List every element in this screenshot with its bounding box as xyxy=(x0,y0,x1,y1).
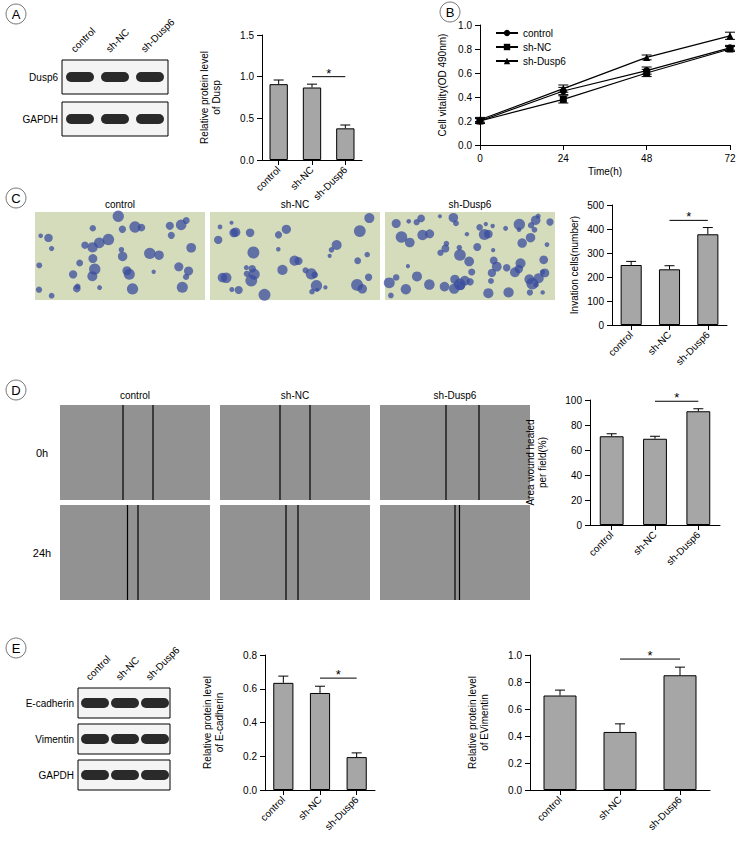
svg-text:200: 200 xyxy=(587,272,604,283)
svg-text:of EVimentin: of EVimentin xyxy=(479,694,490,751)
svg-text:24h: 24h xyxy=(33,547,51,559)
svg-text:Area wound healed: Area wound healed xyxy=(525,419,536,505)
svg-text:0.0: 0.0 xyxy=(240,155,254,166)
svg-text:1.0: 1.0 xyxy=(508,650,522,661)
svg-text:1.5: 1.5 xyxy=(240,30,254,41)
svg-text:80: 80 xyxy=(571,420,583,431)
svg-text:*: * xyxy=(326,66,331,81)
svg-text:0.4: 0.4 xyxy=(458,92,472,103)
svg-text:sh-NC: sh-NC xyxy=(104,27,132,55)
svg-text:sh-NC: sh-NC xyxy=(281,390,309,401)
svg-text:72: 72 xyxy=(724,153,736,164)
svg-text:Relative protein level: Relative protein level xyxy=(199,51,210,144)
svg-text:20: 20 xyxy=(571,495,583,506)
svg-text:sh-NC: sh-NC xyxy=(288,164,316,192)
svg-text:0: 0 xyxy=(598,320,604,331)
svg-text:0.2: 0.2 xyxy=(508,758,522,769)
svg-text:sh-NC: sh-NC xyxy=(281,199,309,210)
svg-text:sh-Dusp6: sh-Dusp6 xyxy=(323,794,361,832)
svg-text:0h: 0h xyxy=(36,447,48,459)
svg-text:E-cadherin: E-cadherin xyxy=(26,698,74,709)
svg-text:*: * xyxy=(647,648,652,663)
svg-text:0.0: 0.0 xyxy=(458,140,472,151)
svg-text:control: control xyxy=(523,28,553,39)
svg-text:0.8: 0.8 xyxy=(243,650,257,661)
svg-text:0.0: 0.0 xyxy=(243,785,257,796)
svg-text:Dusp6: Dusp6 xyxy=(29,72,58,83)
svg-text:sh-Dusp6: sh-Dusp6 xyxy=(646,794,684,832)
svg-text:*: * xyxy=(686,209,691,224)
svg-text:per field(%): per field(%) xyxy=(537,437,548,488)
svg-text:sh-NC: sh-NC xyxy=(596,794,624,822)
svg-text:control: control xyxy=(587,529,616,558)
svg-text:0.8: 0.8 xyxy=(508,677,522,688)
svg-text:sh-Dusp6: sh-Dusp6 xyxy=(434,390,477,401)
svg-text:sh-Dusp6: sh-Dusp6 xyxy=(311,164,349,202)
svg-text:*: * xyxy=(336,667,341,682)
svg-text:control: control xyxy=(69,25,98,54)
svg-text:0.6: 0.6 xyxy=(243,683,257,694)
svg-text:0.6: 0.6 xyxy=(508,704,522,715)
svg-text:sh-NC: sh-NC xyxy=(523,42,551,53)
svg-text:0: 0 xyxy=(477,153,483,164)
svg-text:GAPDH: GAPDH xyxy=(38,770,74,781)
svg-text:Cell vitality(OD 490nm): Cell vitality(OD 490nm) xyxy=(437,34,448,137)
svg-text:sh-NC: sh-NC xyxy=(631,529,659,557)
svg-text:sh-NC: sh-NC xyxy=(296,794,324,822)
svg-text:Time(h): Time(h) xyxy=(588,166,622,177)
svg-text:40: 40 xyxy=(571,470,583,481)
svg-text:of Dusp: of Dusp xyxy=(211,80,222,115)
svg-text:control: control xyxy=(84,653,113,682)
svg-text:A: A xyxy=(12,7,21,22)
svg-text:0.8: 0.8 xyxy=(458,44,472,55)
svg-text:of E-cadherin: of E-cadherin xyxy=(214,693,225,752)
svg-text:60: 60 xyxy=(571,445,583,456)
svg-text:control: control xyxy=(120,390,150,401)
svg-text:sh-Dusp6: sh-Dusp6 xyxy=(523,56,566,67)
svg-text:control: control xyxy=(606,329,635,358)
svg-text:control: control xyxy=(535,794,564,823)
svg-text:sh-Dusp6: sh-Dusp6 xyxy=(449,199,492,210)
svg-text:control: control xyxy=(258,794,287,823)
svg-text:24: 24 xyxy=(558,153,570,164)
svg-text:500: 500 xyxy=(587,200,604,211)
svg-text:300: 300 xyxy=(587,248,604,259)
svg-text:sh-Dusp6: sh-Dusp6 xyxy=(139,16,177,54)
svg-text:control: control xyxy=(105,199,135,210)
svg-text:400: 400 xyxy=(587,224,604,235)
svg-text:0.4: 0.4 xyxy=(243,717,257,728)
svg-text:0.2: 0.2 xyxy=(458,116,472,127)
svg-text:100: 100 xyxy=(587,296,604,307)
svg-text:GAPDH: GAPDH xyxy=(22,114,58,125)
svg-text:48: 48 xyxy=(641,153,653,164)
svg-text:0.0: 0.0 xyxy=(508,785,522,796)
svg-text:0: 0 xyxy=(576,520,582,531)
svg-text:Invation cells(number): Invation cells(number) xyxy=(569,216,580,314)
svg-text:C: C xyxy=(11,191,20,206)
svg-text:sh-Dusp6: sh-Dusp6 xyxy=(144,644,182,682)
svg-text:Vimentin: Vimentin xyxy=(35,734,74,745)
svg-text:sh-Dusp6: sh-Dusp6 xyxy=(674,329,712,367)
svg-text:control: control xyxy=(254,164,283,193)
svg-text:0.5: 0.5 xyxy=(240,113,254,124)
svg-text:1.0: 1.0 xyxy=(240,71,254,82)
svg-text:100: 100 xyxy=(565,395,582,406)
svg-text:1.0: 1.0 xyxy=(458,20,472,31)
svg-text:D: D xyxy=(11,383,20,398)
svg-text:sh-NC: sh-NC xyxy=(114,655,142,683)
svg-text:0.6: 0.6 xyxy=(458,68,472,79)
svg-text:0.4: 0.4 xyxy=(508,731,522,742)
svg-text:sh-Dusp6: sh-Dusp6 xyxy=(664,529,702,567)
svg-text:E: E xyxy=(12,641,21,656)
svg-text:Relative protein level: Relative protein level xyxy=(202,676,213,769)
svg-text:B: B xyxy=(446,5,455,20)
svg-text:sh-NC: sh-NC xyxy=(646,329,674,357)
svg-text:Relative protein level: Relative protein level xyxy=(467,676,478,769)
svg-text:0.2: 0.2 xyxy=(243,751,257,762)
svg-text:*: * xyxy=(674,390,679,405)
